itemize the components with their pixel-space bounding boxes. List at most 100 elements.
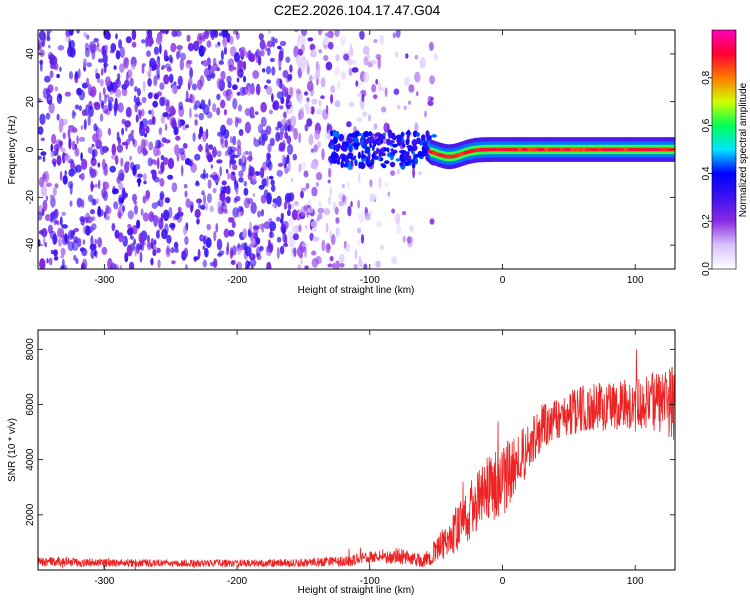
noise-blob	[197, 203, 201, 209]
noise-blob	[151, 202, 158, 210]
carrier-peak	[495, 148, 502, 151]
colorbar-tick-label: 0.6	[701, 118, 712, 132]
noise-blob	[102, 158, 106, 171]
noise-blob	[161, 228, 168, 240]
noise-blob	[346, 180, 351, 191]
noise-blob	[97, 237, 103, 248]
noise-blob	[102, 87, 106, 96]
noise-blob	[298, 108, 305, 120]
noise-blob	[321, 239, 326, 252]
figure-title: C2E2.2026.104.17.47.G04	[274, 2, 441, 18]
noise-blob	[228, 89, 234, 99]
noise-blob	[251, 238, 256, 246]
noise-blob	[147, 70, 152, 78]
signal-patch-blob	[395, 158, 401, 162]
signal-patch-blob	[347, 134, 351, 142]
signal-patch-blob	[413, 157, 419, 165]
noise-blob	[212, 103, 217, 113]
noise-blob	[317, 141, 322, 149]
noise-blob	[153, 93, 159, 100]
noise-blob	[119, 46, 125, 59]
spectrogram-y-ticks: -40 -20 0 20 40	[25, 48, 675, 252]
signal-patch-blob	[367, 153, 370, 158]
carrier-peak	[569, 148, 576, 151]
signal-patch-blob	[330, 130, 334, 137]
noise-blob	[268, 30, 271, 35]
noise-blob	[244, 246, 252, 257]
signal-patch-blob	[412, 144, 418, 151]
noise-blob	[236, 91, 241, 96]
noise-blob	[303, 91, 309, 96]
noise-blob	[126, 71, 129, 84]
signal-patch-blob	[377, 140, 381, 145]
noise-blob	[237, 60, 244, 69]
noise-blob	[310, 106, 315, 115]
noise-blob	[179, 121, 183, 128]
noise-blob	[199, 35, 203, 41]
noise-blob	[205, 142, 209, 152]
signal-patch-blob	[352, 137, 359, 144]
noise-blob	[198, 132, 202, 140]
noise-blob	[306, 207, 314, 214]
noise-blob	[358, 211, 365, 223]
carrier-peak	[534, 148, 538, 151]
noise-blob	[164, 197, 171, 204]
noise-blob	[161, 64, 166, 69]
noise-blob	[119, 63, 125, 73]
noise-blob	[233, 30, 237, 35]
noise-blob	[249, 258, 257, 267]
carrier-peak	[649, 148, 656, 151]
noise-blob	[153, 239, 157, 246]
spectrogram-y-tick-label: 40	[25, 48, 36, 60]
noise-blob	[94, 183, 98, 188]
signal-patch-blob	[395, 135, 401, 140]
noise-blob	[232, 84, 238, 91]
noise-blob	[334, 100, 341, 108]
noise-blob	[155, 35, 163, 45]
carrier-peak	[597, 148, 602, 151]
noise-blob	[224, 139, 228, 148]
signal-patch-blob	[363, 130, 370, 138]
noise-blob	[243, 180, 248, 187]
noise-blob	[56, 147, 59, 153]
carrier-peak	[613, 148, 618, 151]
spectrogram-y-tick-label: 20	[25, 96, 36, 108]
noise-blob	[320, 95, 325, 100]
noise-blob	[346, 121, 352, 128]
noise-blob	[125, 106, 132, 118]
noise-blob	[42, 155, 46, 163]
noise-blob	[363, 71, 370, 83]
noise-blob	[131, 30, 137, 41]
noise-blob	[404, 76, 410, 87]
noise-blob	[180, 52, 187, 61]
noise-blob	[133, 238, 137, 246]
noise-blob	[226, 168, 229, 174]
noise-blob	[277, 45, 282, 50]
noise-blob	[414, 71, 421, 83]
noise-blob	[158, 170, 164, 175]
noise-blob	[74, 165, 77, 175]
noise-blob	[264, 43, 268, 52]
noise-blob	[100, 68, 104, 76]
noise-blob	[368, 114, 371, 122]
noise-blob	[117, 102, 124, 113]
signal-patch-blob	[405, 139, 410, 146]
noise-blob	[278, 162, 283, 167]
noise-blob	[48, 102, 55, 114]
noise-blob	[90, 216, 96, 222]
signal-patch-blob	[396, 141, 402, 146]
noise-blob	[172, 84, 178, 95]
noise-blob	[160, 114, 165, 125]
noise-blob	[243, 197, 250, 209]
noise-blob	[381, 106, 387, 113]
noise-blob	[127, 227, 134, 236]
noise-blob	[369, 208, 373, 216]
noise-blob	[133, 200, 137, 205]
noise-blob	[127, 210, 134, 220]
noise-blob	[125, 36, 132, 44]
noise-blob	[267, 143, 272, 153]
noise-blob	[113, 201, 119, 210]
noise-blob	[105, 204, 109, 214]
noise-blob	[231, 221, 236, 229]
